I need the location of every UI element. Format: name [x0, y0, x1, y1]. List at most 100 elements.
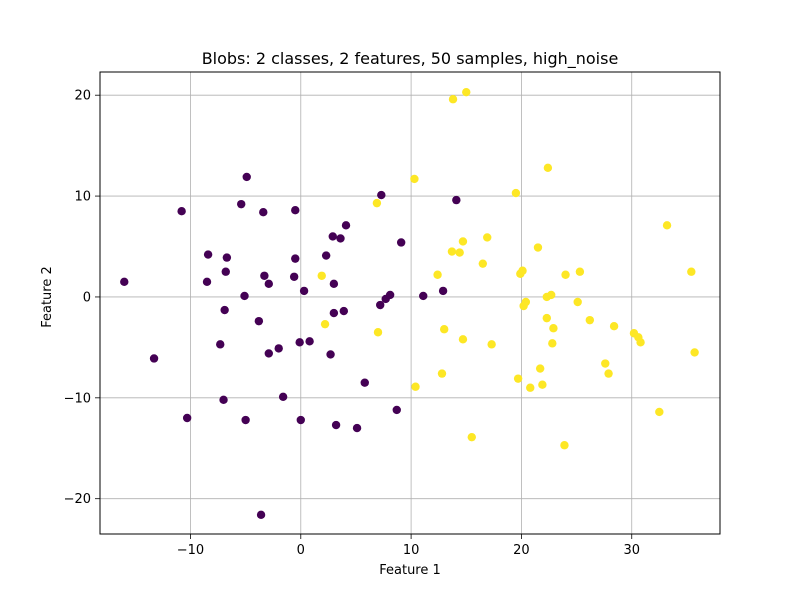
- class-1-point: [448, 95, 458, 104]
- class-0-point: [377, 190, 386, 200]
- class-0-point: [339, 306, 349, 316]
- class-0-point: [329, 279, 339, 289]
- y-axis-label: Feature 2: [40, 266, 55, 328]
- class-0-point: [182, 413, 192, 423]
- class-0-point: [216, 340, 225, 349]
- class-0-point: [260, 271, 269, 280]
- class-1-point: [636, 338, 645, 347]
- class-1-point: [655, 407, 664, 417]
- y-axis-ticks: −20 −10 0 10 20: [64, 89, 100, 507]
- class-0-point: [240, 291, 249, 301]
- class-1-point: [447, 247, 457, 256]
- axes-frame: [99, 71, 721, 535]
- class-0-point: [274, 344, 283, 353]
- x-axis-ticks: −10 0 10 20 30: [177, 534, 640, 558]
- class-0-point: [392, 405, 401, 415]
- class-0-point: [419, 291, 428, 301]
- class-0-point: [328, 232, 337, 241]
- class-0-point: [438, 286, 448, 296]
- class-0-point: [352, 423, 362, 433]
- class-1-point: [433, 270, 442, 279]
- chart-title: Blobs: 2 classes, 2 features, 50 samples…: [202, 49, 619, 69]
- class-0-point: [241, 415, 250, 425]
- x-axis-label: Feature 1: [379, 563, 441, 578]
- class-0-point: [242, 172, 251, 182]
- grid: [100, 72, 720, 534]
- class-0-point: [321, 251, 331, 260]
- class-1-point: [455, 248, 464, 257]
- class-1-point: [690, 348, 699, 357]
- class-1-point: [487, 340, 496, 349]
- class-0-point: [278, 392, 288, 402]
- class-1-point: [538, 380, 547, 389]
- class-0-point: [219, 395, 228, 405]
- class-0-point: [220, 305, 229, 315]
- class-1-point: [467, 432, 476, 442]
- class-1-point: [687, 267, 696, 276]
- class-1-point: [526, 383, 535, 392]
- x-tick-label: 0: [297, 543, 305, 558]
- class-1-point: [601, 359, 610, 368]
- class-1-point: [320, 319, 330, 329]
- x-tick-label: 10: [403, 543, 420, 558]
- class-1-point: [547, 290, 556, 300]
- class-1-point: [372, 198, 382, 208]
- class-0-point: [264, 349, 273, 358]
- class-0-point: [336, 234, 345, 243]
- class-0-point: [203, 250, 213, 259]
- class-1-point: [478, 259, 488, 268]
- class-0-point: [296, 415, 305, 425]
- class-0-point: [376, 300, 385, 310]
- class-1-point: [458, 335, 468, 344]
- class-0-point: [396, 238, 406, 247]
- class-0-point: [305, 337, 314, 346]
- class-1-point: [560, 441, 569, 450]
- x-tick-label: 20: [513, 543, 530, 558]
- class-0-point: [331, 420, 341, 430]
- class-0-point: [291, 205, 300, 215]
- class-1-point: [458, 237, 468, 246]
- class-1-point: [573, 297, 582, 307]
- class-0-point: [149, 354, 159, 363]
- class-1-point: [410, 174, 419, 184]
- class-0-point: [295, 338, 304, 347]
- class-0-point: [222, 253, 232, 262]
- class-1-point: [437, 369, 447, 378]
- class-1-point: [511, 188, 521, 198]
- class-0-point: [360, 378, 369, 387]
- x-tick-label: −10: [177, 543, 204, 558]
- class-1-point: [317, 271, 326, 280]
- class-1-point: [439, 325, 449, 334]
- class-0-point: [256, 510, 266, 520]
- class-1-point: [585, 315, 595, 325]
- class-0-point: [237, 199, 246, 209]
- class-1-point: [575, 267, 585, 276]
- y-tick-label: −10: [64, 391, 91, 406]
- y-tick-label: 0: [83, 290, 91, 305]
- class-1-point: [662, 221, 672, 230]
- class-0-point: [264, 279, 273, 289]
- class-0-point: [254, 316, 264, 326]
- class-0-point: [120, 277, 129, 287]
- class-1-point: [411, 382, 420, 391]
- class-1-point: [521, 297, 531, 307]
- class-1-point: [533, 243, 543, 252]
- class-0-point: [385, 290, 395, 300]
- class-1-point: [462, 87, 471, 97]
- data-points: [120, 87, 699, 520]
- class-1-point: [373, 328, 383, 337]
- class-0-point: [326, 350, 335, 359]
- class-1-point: [561, 270, 570, 279]
- y-tick-label: −20: [64, 492, 91, 507]
- y-tick-label: 10: [74, 190, 91, 205]
- class-0-point: [299, 286, 309, 296]
- class-0-point: [289, 272, 299, 281]
- class-0-point: [202, 277, 212, 287]
- class-1-point: [542, 313, 551, 323]
- class-0-point: [329, 308, 339, 318]
- class-1-point: [483, 233, 492, 242]
- class-0-point: [291, 254, 300, 263]
- class-1-point: [548, 339, 557, 348]
